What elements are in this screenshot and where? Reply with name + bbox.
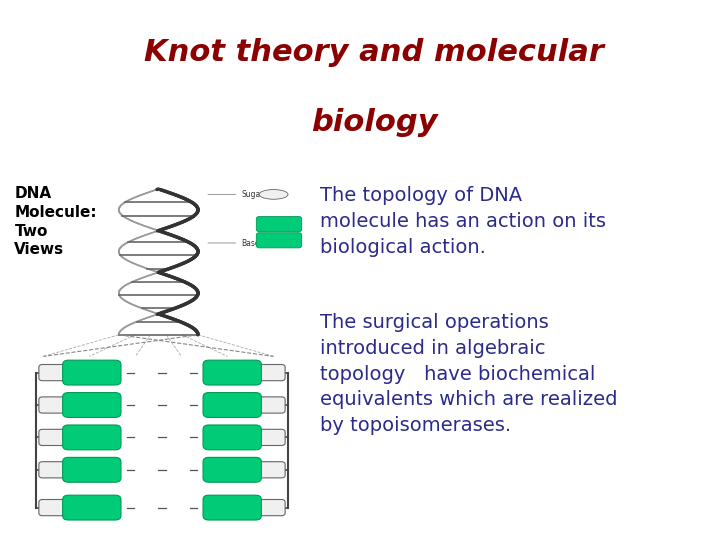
Text: The surgical operations
introduced in algebraic
topology   have biochemical
equi: The surgical operations introduced in al… xyxy=(320,313,618,435)
FancyBboxPatch shape xyxy=(39,462,68,478)
FancyBboxPatch shape xyxy=(256,462,285,478)
FancyBboxPatch shape xyxy=(39,429,68,445)
FancyBboxPatch shape xyxy=(39,397,68,413)
Text: Sugar: Sugar xyxy=(208,190,264,199)
FancyBboxPatch shape xyxy=(63,495,121,520)
FancyBboxPatch shape xyxy=(63,457,121,482)
FancyBboxPatch shape xyxy=(256,429,285,445)
FancyBboxPatch shape xyxy=(256,217,302,232)
FancyBboxPatch shape xyxy=(256,397,285,413)
Text: biology: biology xyxy=(311,108,438,137)
FancyBboxPatch shape xyxy=(63,425,121,450)
FancyBboxPatch shape xyxy=(39,500,68,516)
FancyBboxPatch shape xyxy=(203,360,261,385)
Ellipse shape xyxy=(259,190,288,199)
FancyBboxPatch shape xyxy=(63,360,121,385)
FancyBboxPatch shape xyxy=(256,364,285,381)
FancyBboxPatch shape xyxy=(203,457,261,482)
Text: Knot theory and molecular: Knot theory and molecular xyxy=(145,38,604,67)
FancyBboxPatch shape xyxy=(63,393,121,417)
FancyBboxPatch shape xyxy=(203,425,261,450)
FancyBboxPatch shape xyxy=(203,495,261,520)
FancyBboxPatch shape xyxy=(256,233,302,248)
Text: The topology of DNA
molecule has an action on its
biological action.: The topology of DNA molecule has an acti… xyxy=(320,186,606,257)
FancyBboxPatch shape xyxy=(203,393,261,417)
Text: DNA
Molecule:
Two
Views: DNA Molecule: Two Views xyxy=(14,186,97,257)
FancyBboxPatch shape xyxy=(39,364,68,381)
FancyBboxPatch shape xyxy=(256,500,285,516)
Text: Bases: Bases xyxy=(208,239,264,247)
